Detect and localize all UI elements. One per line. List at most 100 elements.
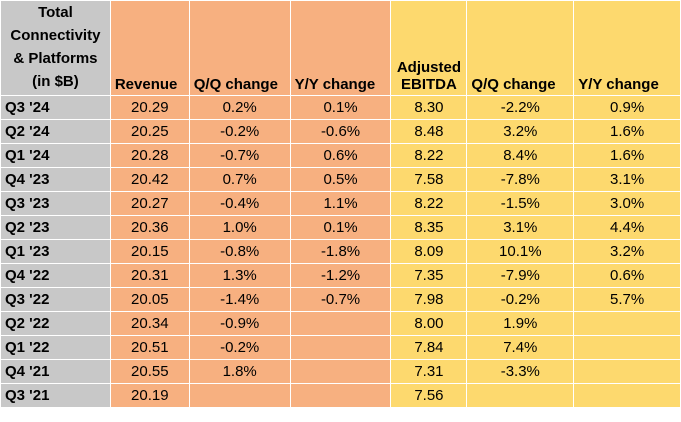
table-row: Q2 '24 20.25 -0.2% -0.6% 8.48 3.2% 1.6% <box>0 119 681 144</box>
financial-table: Total Connectivity & Platforms (in $B) R… <box>0 0 681 408</box>
header-revenue: Revenue <box>109 0 190 96</box>
cell-ebitda-qq: -1.5% <box>466 191 575 216</box>
cell-revenue-qq: -0.7% <box>188 143 291 168</box>
cell-revenue-qq: -0.2% <box>188 119 291 144</box>
table-row: Q3 '24 20.29 0.2% 0.1% 8.30 -2.2% 0.9% <box>0 95 681 120</box>
table-row: Q3 '23 20.27 -0.4% 1.1% 8.22 -1.5% 3.0% <box>0 191 681 216</box>
cell-ebitda-qq: 3.1% <box>466 215 575 240</box>
cell-ebitda: 8.30 <box>390 95 468 120</box>
cell-revenue-qq: 0.7% <box>188 167 291 192</box>
cell-revenue: 20.15 <box>109 239 190 264</box>
header-ebitda-yy: Y/Y change <box>573 0 681 96</box>
cell-revenue: 20.19 <box>109 383 190 408</box>
cell-ebitda: 8.48 <box>390 119 468 144</box>
cell-revenue-yy: -1.8% <box>289 239 392 264</box>
cell-revenue-yy: 0.1% <box>289 215 392 240</box>
cell-revenue-yy <box>289 359 392 384</box>
table-row: Q4 '21 20.55 1.8% 7.31 -3.3% <box>0 359 681 384</box>
cell-ebitda: 8.22 <box>390 191 468 216</box>
cell-revenue: 20.27 <box>109 191 190 216</box>
header-label-line: (in $B) <box>32 73 79 90</box>
header-segment-label: Total Connectivity & Platforms (in $B) <box>0 0 111 96</box>
cell-revenue-yy: -0.7% <box>289 287 392 312</box>
cell-revenue-yy: -0.6% <box>289 119 392 144</box>
cell-revenue-qq: -0.8% <box>188 239 291 264</box>
header-label-line: Total <box>38 4 73 21</box>
cell-ebitda-qq: 8.4% <box>466 143 575 168</box>
header-label-line: Connectivity <box>10 27 101 44</box>
cell-ebitda-qq: -0.2% <box>466 287 575 312</box>
table-row: Q3 '22 20.05 -1.4% -0.7% 7.98 -0.2% 5.7% <box>0 287 681 312</box>
cell-revenue: 20.31 <box>109 263 190 288</box>
table-row: Q1 '23 20.15 -0.8% -1.8% 8.09 10.1% 3.2% <box>0 239 681 264</box>
cell-revenue-yy: 1.1% <box>289 191 392 216</box>
cell-revenue: 20.28 <box>109 143 190 168</box>
cell-ebitda-qq: -3.3% <box>466 359 575 384</box>
cell-ebitda-yy: 0.6% <box>573 263 681 288</box>
cell-revenue-qq <box>188 383 291 408</box>
cell-revenue-yy: 0.6% <box>289 143 392 168</box>
cell-ebitda-qq: -7.9% <box>466 263 575 288</box>
row-quarter: Q4 '22 <box>0 263 111 288</box>
cell-revenue-qq: 1.8% <box>188 359 291 384</box>
row-quarter: Q1 '22 <box>0 335 111 360</box>
cell-revenue: 20.36 <box>109 215 190 240</box>
cell-revenue-qq: 0.2% <box>188 95 291 120</box>
cell-revenue: 20.25 <box>109 119 190 144</box>
cell-ebitda: 7.58 <box>390 167 468 192</box>
cell-ebitda-yy: 4.4% <box>573 215 681 240</box>
cell-revenue-qq: 1.3% <box>188 263 291 288</box>
header-row: Total Connectivity & Platforms (in $B) R… <box>0 0 681 96</box>
table-row: Q1 '24 20.28 -0.7% 0.6% 8.22 8.4% 1.6% <box>0 143 681 168</box>
cell-ebitda-yy <box>573 311 681 336</box>
cell-ebitda: 7.98 <box>390 287 468 312</box>
cell-ebitda: 8.35 <box>390 215 468 240</box>
cell-ebitda: 7.35 <box>390 263 468 288</box>
cell-revenue-yy: 0.1% <box>289 95 392 120</box>
row-quarter: Q3 '22 <box>0 287 111 312</box>
cell-ebitda: 8.22 <box>390 143 468 168</box>
cell-revenue: 20.34 <box>109 311 190 336</box>
cell-revenue: 20.29 <box>109 95 190 120</box>
cell-ebitda: 7.31 <box>390 359 468 384</box>
header-revenue-qq: Q/Q change <box>188 0 291 96</box>
row-quarter: Q4 '23 <box>0 167 111 192</box>
cell-ebitda-qq <box>466 383 575 408</box>
row-quarter: Q3 '23 <box>0 191 111 216</box>
cell-ebitda-yy: 1.6% <box>573 119 681 144</box>
header-label-line: & Platforms <box>13 50 98 67</box>
cell-revenue: 20.51 <box>109 335 190 360</box>
cell-revenue-yy: 0.5% <box>289 167 392 192</box>
cell-ebitda-yy: 5.7% <box>573 287 681 312</box>
cell-revenue-qq: -0.4% <box>188 191 291 216</box>
row-quarter: Q3 '21 <box>0 383 111 408</box>
cell-ebitda: 7.56 <box>390 383 468 408</box>
cell-revenue: 20.55 <box>109 359 190 384</box>
table-row: Q2 '23 20.36 1.0% 0.1% 8.35 3.1% 4.4% <box>0 215 681 240</box>
row-quarter: Q2 '23 <box>0 215 111 240</box>
cell-ebitda-yy <box>573 335 681 360</box>
cell-ebitda-yy: 1.6% <box>573 143 681 168</box>
cell-ebitda-qq: 7.4% <box>466 335 575 360</box>
cell-revenue-yy <box>289 311 392 336</box>
cell-revenue-qq: 1.0% <box>188 215 291 240</box>
cell-ebitda-yy <box>573 359 681 384</box>
row-quarter: Q1 '24 <box>0 143 111 168</box>
row-quarter: Q2 '24 <box>0 119 111 144</box>
cell-revenue-qq: -0.9% <box>188 311 291 336</box>
header-revenue-yy: Y/Y change <box>289 0 392 96</box>
header-ebitda-line1: Adjusted <box>396 59 462 76</box>
header-ebitda-line2: EBITDA <box>401 76 457 93</box>
table-body: Q3 '24 20.29 0.2% 0.1% 8.30 -2.2% 0.9% Q2 '24 20… <box>0 95 681 408</box>
cell-revenue-yy <box>289 335 392 360</box>
header-ebitda-qq: Q/Q change <box>466 0 575 96</box>
header-ebitda: Adjusted EBITDA <box>390 0 468 96</box>
row-quarter: Q1 '23 <box>0 239 111 264</box>
cell-ebitda-yy: 3.0% <box>573 191 681 216</box>
cell-revenue-qq: -1.4% <box>188 287 291 312</box>
table-row: Q2 '22 20.34 -0.9% 8.00 1.9% <box>0 311 681 336</box>
cell-revenue-yy: -1.2% <box>289 263 392 288</box>
table-row: Q4 '23 20.42 0.7% 0.5% 7.58 -7.8% 3.1% <box>0 167 681 192</box>
cell-revenue-yy <box>289 383 392 408</box>
cell-ebitda-yy: 3.2% <box>573 239 681 264</box>
